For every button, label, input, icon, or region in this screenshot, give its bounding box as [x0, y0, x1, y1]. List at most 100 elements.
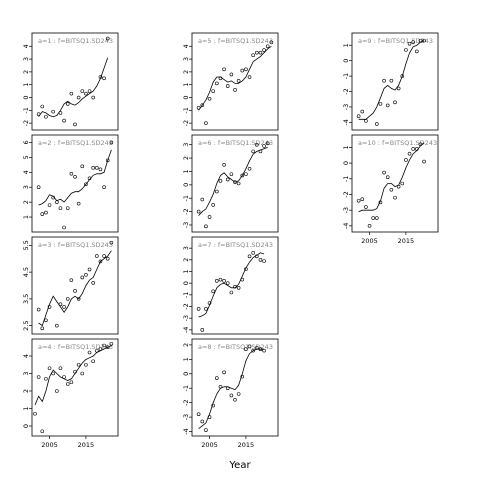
- data-point: [44, 318, 48, 323]
- data-point: [87, 350, 92, 355]
- data-point: [102, 185, 106, 190]
- data-point: [47, 366, 52, 371]
- data-point: [418, 142, 423, 147]
- data-point: [244, 67, 248, 72]
- data-point: [73, 289, 77, 293]
- data-point: [400, 74, 405, 78]
- data-point: [218, 384, 223, 389]
- panel-title: a=2 : f=BITSQ1.SD243: [38, 139, 113, 147]
- panel-9: a=9 : f=BITSQ1.SD243 -4 -3 -2 -1 0 1: [342, 32, 439, 131]
- y-tick-label: -1: [182, 107, 190, 113]
- y-tick-label: 3.5: [22, 294, 30, 304]
- data-point: [95, 254, 99, 258]
- data-point: [105, 36, 110, 41]
- x-tick-label: 2015: [398, 237, 415, 245]
- data-point: [382, 78, 386, 83]
- y-tick-label: 0: [182, 183, 190, 187]
- y-tick-label: -1: [182, 292, 190, 298]
- data-point: [95, 166, 99, 170]
- data-point: [378, 102, 383, 106]
- data-point: [80, 89, 85, 93]
- y-tick-label: 3: [182, 143, 190, 147]
- data-point: [87, 176, 92, 181]
- y-tick-label: -4: [342, 119, 350, 125]
- data-point: [247, 75, 252, 79]
- data-point: [240, 277, 245, 282]
- data-point: [404, 48, 408, 52]
- panel-title: a=8 : f=BITSQ1.SD243: [198, 343, 273, 351]
- y-tick-label: -1: [342, 73, 350, 79]
- y-tick-label: 1: [22, 406, 30, 410]
- y-tick-label: 3: [182, 246, 190, 250]
- data-point: [44, 114, 48, 119]
- data-point: [207, 415, 212, 419]
- data-point: [87, 89, 92, 93]
- y-tick-label: -1: [342, 176, 350, 182]
- y-tick-label: 1: [22, 215, 30, 219]
- data-point: [356, 198, 361, 203]
- data-point: [105, 345, 110, 350]
- data-point: [360, 109, 365, 114]
- data-point: [91, 166, 95, 170]
- y-tick-label: 2: [182, 70, 190, 74]
- data-point: [44, 376, 48, 381]
- y-tick-label: -4: [342, 223, 350, 229]
- data-point: [102, 343, 106, 348]
- panel-1: a=1 : f=BITSQ1.SD243 -2 -1 0 1 2 3 4: [22, 32, 119, 131]
- data-point: [404, 158, 408, 162]
- data-point: [91, 359, 95, 364]
- data-point: [364, 205, 368, 209]
- data-point: [236, 286, 241, 290]
- panel-title: a=7 : f=BITSQ1.SD243: [198, 241, 273, 249]
- data-point: [236, 181, 241, 186]
- data-point: [109, 140, 114, 145]
- data-point: [233, 88, 237, 92]
- data-point: [109, 240, 114, 245]
- panel-4: a=4 : f=BITSQ1.SD243 0 1 2 3 4 2005 2015: [22, 338, 119, 449]
- y-tick-label: 1: [182, 169, 190, 173]
- data-point: [211, 203, 215, 207]
- fit-line: [358, 142, 425, 213]
- data-point: [225, 386, 230, 391]
- data-point: [62, 305, 66, 309]
- data-point: [87, 267, 92, 272]
- data-point: [211, 89, 215, 93]
- data-point: [95, 348, 99, 353]
- y-tick-label: -2: [182, 120, 190, 126]
- fit-line: [34, 345, 112, 406]
- data-point: [204, 428, 208, 432]
- data-point: [389, 78, 394, 83]
- data-point: [98, 167, 103, 172]
- data-point: [222, 67, 226, 72]
- y-tick-label: -1: [182, 385, 190, 391]
- data-point: [84, 272, 88, 277]
- data-point: [382, 170, 386, 175]
- data-point: [102, 254, 106, 258]
- data-point: [244, 172, 248, 176]
- panel-title: a=9 : f=BITSQ1.SD243: [358, 37, 433, 45]
- panel-frame: [31, 32, 119, 131]
- y-tick-label: -3: [342, 207, 350, 213]
- y-tick-label: 0: [342, 161, 350, 165]
- data-point: [109, 341, 114, 346]
- y-tick-label: -4: [182, 327, 190, 333]
- data-point: [69, 278, 74, 282]
- data-point: [411, 147, 415, 151]
- data-point: [69, 380, 74, 385]
- y-tick-label: 3: [22, 185, 30, 189]
- data-point: [255, 345, 259, 350]
- panel-frame: [351, 134, 439, 233]
- y-tick-label: -3: [182, 315, 190, 321]
- y-tick-label: 4: [182, 44, 190, 48]
- panel-title: a=10 : f=BITSQ1.SD243: [358, 139, 437, 147]
- y-tick-label: 5: [22, 155, 30, 159]
- data-point: [69, 91, 74, 96]
- data-point: [360, 197, 365, 201]
- data-point: [40, 429, 45, 434]
- data-point: [65, 102, 70, 106]
- y-tick-label: -2: [342, 191, 350, 197]
- data-point: [251, 53, 255, 58]
- data-point: [33, 411, 37, 416]
- data-point: [207, 97, 212, 101]
- y-tick-label: 1: [182, 269, 190, 273]
